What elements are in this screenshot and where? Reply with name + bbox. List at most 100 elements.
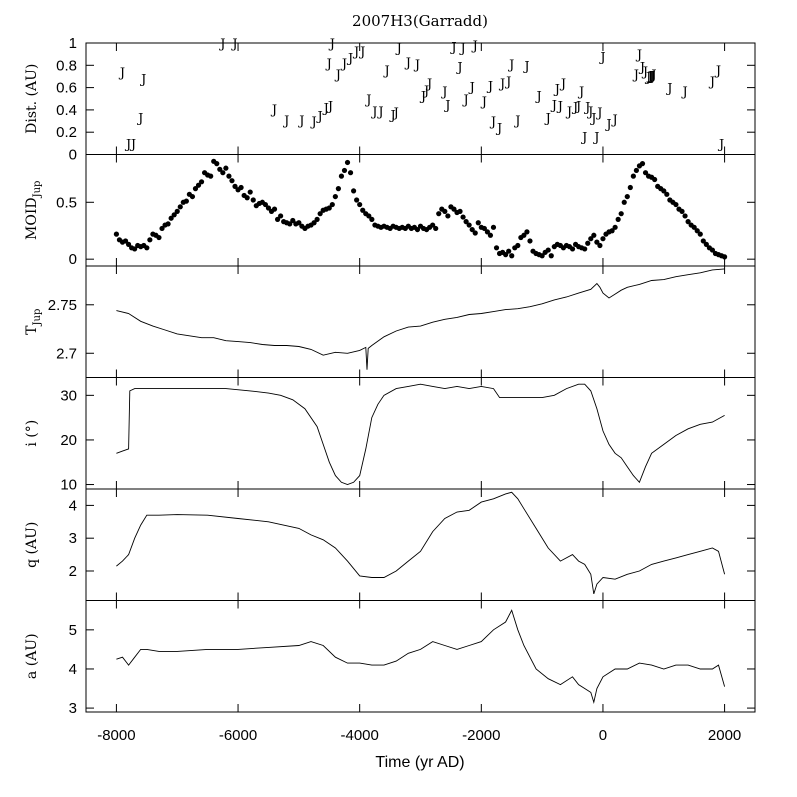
y-tick-label: 0.8 <box>56 57 77 74</box>
data-point-j: J <box>297 114 304 129</box>
data-point-j: J <box>649 68 656 83</box>
data-point <box>311 220 317 226</box>
data-point <box>475 220 481 226</box>
data-point <box>156 234 162 241</box>
data-point <box>481 225 487 232</box>
data-point-j: J <box>136 112 143 127</box>
data-point-j: J <box>647 69 654 84</box>
panel-a: 3 4 5 a (AU) <box>24 600 756 717</box>
data-point-j: J <box>638 60 645 75</box>
data-point-j: J <box>419 89 426 104</box>
y-tick-label: 0.6 <box>56 80 77 97</box>
data-point-j: J <box>413 58 420 73</box>
data-point <box>125 241 132 247</box>
data-point <box>490 224 497 230</box>
data-point-j: J <box>598 50 605 65</box>
data-point-j: J <box>513 114 520 129</box>
data-point <box>195 182 202 188</box>
data-point-j: J <box>139 73 146 88</box>
data-point <box>192 186 199 192</box>
data-point-j: J <box>440 85 447 100</box>
data-point <box>472 230 478 236</box>
data-point <box>639 161 646 167</box>
data-point <box>436 211 442 217</box>
series-line-q <box>116 491 726 595</box>
y-tick-label: 10 <box>60 477 77 494</box>
data-point-j: J <box>370 105 377 120</box>
data-point <box>597 242 603 249</box>
data-point-j: J <box>334 68 341 83</box>
panel-frame <box>85 265 756 378</box>
data-point-j: J <box>364 93 371 108</box>
data-point-j: J <box>550 98 557 113</box>
data-point-j: J <box>468 80 475 95</box>
data-point <box>414 226 421 233</box>
data-point <box>664 191 670 197</box>
data-point-j: J <box>553 83 560 98</box>
data-point <box>585 240 591 246</box>
y-tick-label: 2.7 <box>56 345 77 362</box>
data-point <box>332 193 338 200</box>
data-point <box>274 216 281 222</box>
data-point <box>442 208 448 214</box>
data-point <box>591 232 597 238</box>
data-point <box>165 221 171 227</box>
data-point-j: J <box>282 114 289 129</box>
data-point <box>326 205 332 211</box>
y-axis-label-dist: Dist. (AU) <box>24 64 40 134</box>
data-point-j: J <box>641 65 648 80</box>
data-point <box>493 245 500 251</box>
data-point-j: J <box>486 79 493 94</box>
data-point <box>527 238 533 244</box>
data-point <box>469 226 475 233</box>
data-point <box>615 216 621 222</box>
data-point <box>338 173 345 179</box>
x-tick-label: -4000 <box>340 727 378 744</box>
data-point-j: J <box>358 45 365 60</box>
data-point <box>360 207 366 213</box>
y-tick-label: 0 <box>69 251 77 268</box>
data-point <box>317 211 323 217</box>
x-tick-label: -6000 <box>219 727 257 744</box>
data-point-j: J <box>471 39 478 54</box>
data-point-j: J <box>714 64 721 79</box>
panel-q: 2 3 4 q (AU) <box>24 488 756 601</box>
data-point-j: J <box>577 85 584 100</box>
data-point <box>691 224 697 230</box>
data-point-j: J <box>458 41 465 56</box>
data-point <box>229 178 235 184</box>
y-tick-label: 30 <box>60 387 77 404</box>
data-point <box>506 248 512 254</box>
data-point-j: J <box>129 137 136 152</box>
data-point-j: J <box>574 99 581 114</box>
data-point <box>633 167 640 174</box>
y-tick-label: 3 <box>69 700 77 717</box>
data-point-j: J <box>404 56 411 71</box>
data-point <box>183 198 189 204</box>
y-tick-label: 0 <box>69 147 77 164</box>
series-line-tjup <box>116 268 725 370</box>
data-point <box>147 237 153 243</box>
data-point <box>703 241 709 247</box>
x-tick-label: -8000 <box>97 727 135 744</box>
x-tick-label: 2000 <box>708 727 741 744</box>
data-point-j: J <box>708 75 715 90</box>
data-point <box>484 229 490 235</box>
y-tick-label: 0.5 <box>56 194 77 211</box>
y-tick-label: 2 <box>69 563 77 580</box>
y-tick-label: 20 <box>60 432 77 449</box>
data-point-j: J <box>604 117 611 132</box>
data-point <box>509 253 515 259</box>
data-point <box>220 170 226 176</box>
data-point-j: J <box>382 64 389 79</box>
data-point <box>247 189 253 195</box>
data-point <box>144 245 150 251</box>
data-point <box>171 212 177 218</box>
data-point <box>217 166 223 172</box>
panel-frame <box>85 377 756 490</box>
data-point-j: J <box>395 41 402 56</box>
data-point <box>223 165 229 171</box>
y-axis-label-tjup: TJup <box>24 309 43 335</box>
data-point-j: J <box>346 51 353 66</box>
panel-frame <box>85 600 756 713</box>
